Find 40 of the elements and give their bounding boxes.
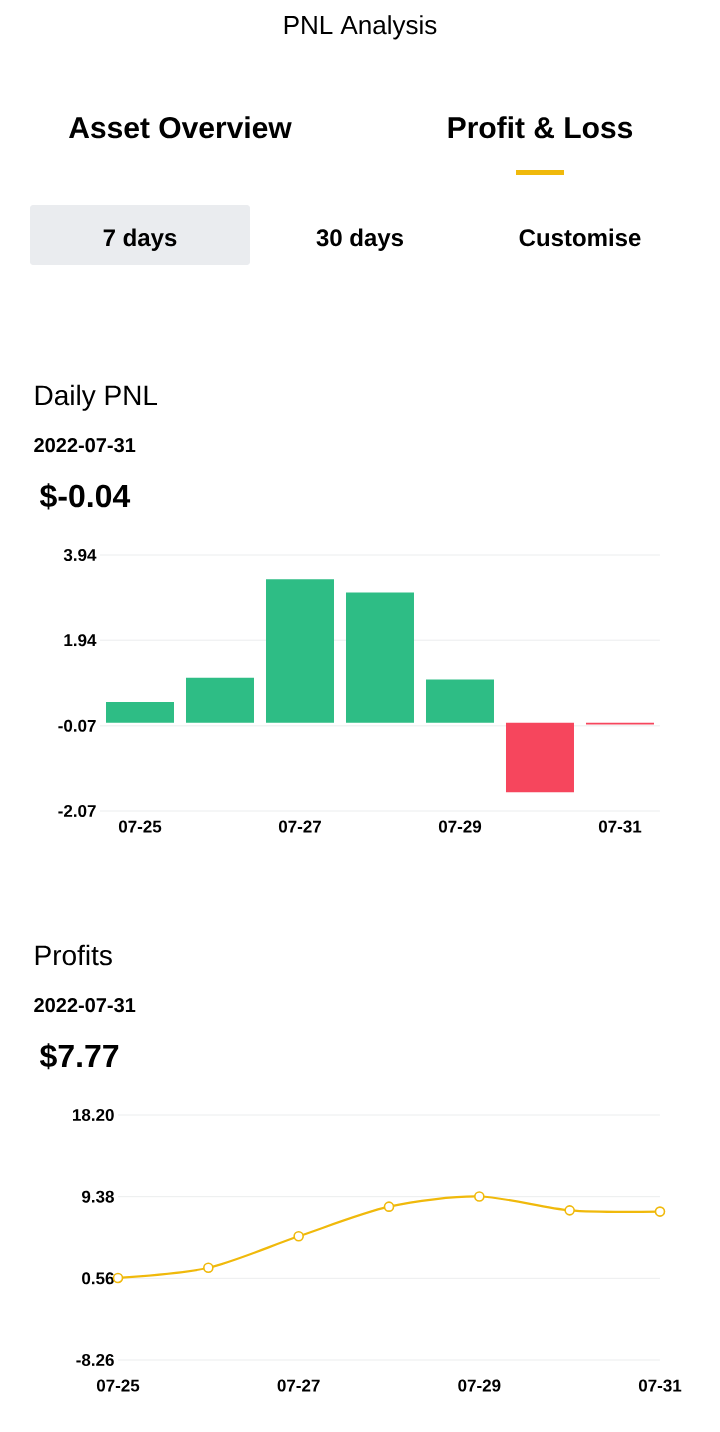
text: PNL Analysis xyxy=(284,15,437,40)
bar xyxy=(345,592,414,723)
point xyxy=(383,1201,395,1212)
y-tick-label: -2.07 xyxy=(58,804,96,818)
text: Customise xyxy=(519,228,641,247)
x-tick-label: 07-29 xyxy=(458,1379,501,1392)
x-tick-label: 07-31 xyxy=(598,820,642,833)
text: Profit & Loss xyxy=(448,116,633,139)
text: $7.77 xyxy=(39,1043,119,1070)
y-tick-label: 9.38 xyxy=(81,1190,114,1203)
y-tick-label: -0.07 xyxy=(58,719,96,732)
point xyxy=(654,1206,666,1217)
point xyxy=(564,1205,575,1216)
chart-subtitle: 2022-07-31 xyxy=(34,438,136,453)
y-tick-label: 0.56 xyxy=(82,1272,114,1285)
chart-title: Daily PNL xyxy=(35,384,158,411)
text: 7 days xyxy=(103,228,177,251)
x-tick-label: 07-29 xyxy=(438,820,482,833)
text: Asset Overview xyxy=(69,116,292,139)
text: 30 days xyxy=(316,228,404,251)
bar xyxy=(266,579,334,723)
bar xyxy=(186,677,254,723)
y-tick-label: 1.94 xyxy=(64,634,97,647)
point xyxy=(203,1262,214,1274)
x-tick-label: 07-27 xyxy=(277,1379,320,1392)
chart-subtitle: 2022-07-31 xyxy=(34,998,136,1013)
chart-title: Profits xyxy=(35,944,112,966)
y-tick-label: 18.20 xyxy=(72,1108,114,1122)
x-tick-label: 07-31 xyxy=(638,1379,682,1392)
y-tick-label: 3.94 xyxy=(63,548,97,562)
x-tick-label: 07-25 xyxy=(118,820,162,833)
x-tick-label: 07-27 xyxy=(278,820,321,833)
bar xyxy=(425,679,494,723)
x-tick-label: 07-25 xyxy=(96,1379,140,1392)
bar xyxy=(505,722,574,793)
point xyxy=(474,1191,485,1202)
text: $-0.04 xyxy=(39,483,131,510)
y-tick-label: -8.26 xyxy=(76,1353,114,1367)
bar xyxy=(106,701,174,723)
point xyxy=(293,1231,304,1242)
